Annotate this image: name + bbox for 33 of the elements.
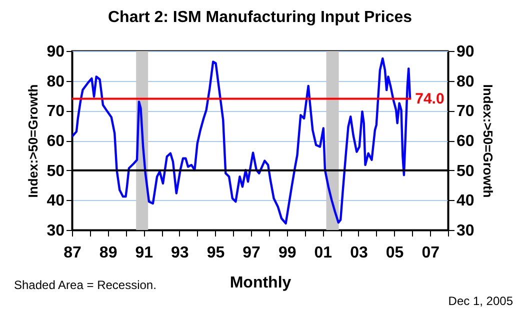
y2-tick-label: 70 <box>456 103 474 120</box>
y2-tick-label: 50 <box>456 162 474 180</box>
line-series <box>72 57 412 225</box>
x-tick-label: 91 <box>135 244 154 262</box>
x-tick-label: 05 <box>386 244 404 262</box>
x-axis-title: Monthly <box>230 274 292 292</box>
y-tick-label: 30 <box>46 222 65 240</box>
text: Shaded Area = Recession. <box>14 278 156 292</box>
x-tick-label: 01 <box>314 244 332 262</box>
ref-line-label: 74.0 <box>415 90 444 108</box>
y2-tick-label: 80 <box>456 73 474 90</box>
x-tick-label: 89 <box>99 244 118 262</box>
y-tick-label: 40 <box>46 192 65 210</box>
y-tick-label: 80 <box>46 73 65 90</box>
y2-axis-title: Index:>50=Growth <box>480 84 496 198</box>
y2-tick-label: 30 <box>456 222 474 240</box>
x-tick-label: 95 <box>206 244 225 262</box>
x-tick-label: 99 <box>278 244 296 262</box>
y-tick-label: 70 <box>46 103 65 120</box>
y2-tick-label: 90 <box>456 44 474 60</box>
y2-tick-label: 60 <box>456 133 474 150</box>
y-tick-label: 90 <box>46 44 65 60</box>
x-tick-label: 93 <box>171 244 189 262</box>
x-tick-label: 87 <box>64 244 82 262</box>
x-tick-label: 03 <box>350 244 368 262</box>
text: Dec 1, 2005 <box>448 294 513 308</box>
y-axis-title: Index:>50=Growth <box>26 84 41 198</box>
y-tick-label: 50 <box>46 162 65 180</box>
x-tick-label: 97 <box>242 244 261 262</box>
y-tick-label: 60 <box>46 133 65 150</box>
chart-title: Chart 2: ISM Manufacturing Input Prices <box>108 9 412 26</box>
x-tick-label: 07 <box>422 244 440 262</box>
y2-tick-label: 40 <box>456 192 474 210</box>
